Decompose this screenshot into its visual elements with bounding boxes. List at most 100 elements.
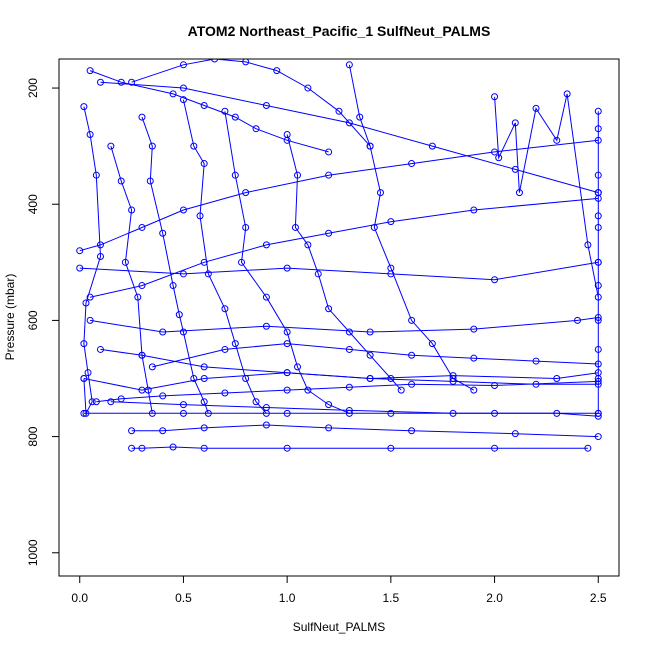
y-tick-label: 1000 — [26, 539, 40, 566]
data-point — [179, 84, 187, 92]
data-point — [408, 380, 416, 388]
data-point — [594, 107, 602, 115]
data-point — [92, 171, 100, 179]
data-point — [283, 136, 291, 144]
data-point — [594, 314, 602, 321]
data-point — [387, 374, 395, 382]
data-point — [231, 113, 239, 121]
data-point — [159, 229, 167, 237]
data-point — [397, 386, 405, 394]
data-point — [80, 409, 88, 417]
data-point — [470, 325, 478, 333]
data-point — [96, 253, 104, 261]
data-point — [262, 241, 270, 249]
data-point — [88, 398, 96, 406]
data-point — [107, 142, 115, 150]
data-point — [283, 444, 291, 452]
series-line-0 — [83, 106, 102, 416]
data-point — [345, 328, 353, 336]
data-point — [148, 142, 156, 150]
data-point — [262, 421, 270, 429]
series-line-13 — [96, 380, 599, 403]
series-line-16 — [131, 446, 588, 449]
data-point — [553, 409, 561, 417]
data-point — [594, 433, 602, 441]
data-point — [304, 241, 312, 249]
data-point — [262, 293, 270, 301]
data-point — [408, 316, 416, 324]
data-point — [594, 345, 602, 353]
data-point — [242, 223, 250, 231]
data-point — [159, 392, 167, 400]
data-point — [511, 119, 519, 127]
data-point — [204, 270, 212, 278]
data-point — [515, 189, 523, 197]
data-point — [262, 101, 270, 109]
data-point — [242, 189, 250, 197]
data-point — [491, 148, 499, 156]
data-point — [231, 340, 239, 348]
data-point — [200, 424, 208, 432]
data-point — [387, 270, 395, 278]
data-point — [553, 374, 561, 382]
series-line-7 — [494, 93, 599, 298]
data-point — [138, 282, 146, 290]
series-line-21 — [152, 343, 599, 368]
data-point — [584, 444, 592, 452]
data-point — [138, 444, 146, 452]
data-point — [563, 90, 571, 98]
data-point — [283, 409, 291, 417]
data-point — [408, 427, 416, 435]
data-point — [159, 328, 167, 336]
data-point — [128, 427, 136, 435]
series-group — [76, 59, 602, 452]
data-point — [491, 93, 499, 101]
data-point — [76, 264, 84, 272]
data-point — [159, 427, 167, 435]
data-point — [325, 171, 333, 179]
data-series-layer — [76, 59, 602, 452]
data-point — [325, 401, 333, 409]
data-point — [138, 223, 146, 231]
data-point — [283, 264, 291, 272]
series-line-11 — [90, 317, 599, 333]
data-point — [594, 212, 602, 220]
data-point — [345, 383, 353, 391]
data-point — [325, 424, 333, 432]
data-point — [291, 223, 299, 231]
data-point — [134, 293, 142, 301]
data-point — [314, 270, 322, 278]
data-point — [294, 171, 302, 179]
data-point — [211, 59, 219, 63]
data-point — [252, 125, 260, 133]
data-point — [594, 360, 602, 368]
x-tick-label: 0.0 — [71, 591, 88, 605]
series-line-20 — [110, 401, 599, 417]
data-point — [107, 398, 115, 406]
data-point — [345, 406, 353, 414]
data-point — [138, 386, 146, 394]
data-point — [470, 354, 478, 362]
data-point — [96, 345, 104, 353]
data-point — [175, 311, 183, 319]
data-point — [221, 305, 229, 313]
data-point — [594, 171, 602, 179]
data-point — [387, 218, 395, 226]
data-point — [387, 409, 395, 417]
data-point — [146, 177, 154, 185]
data-point — [96, 78, 104, 86]
data-point — [283, 328, 291, 336]
y-tick-label: 600 — [26, 310, 40, 330]
data-point — [511, 430, 519, 438]
data-point — [366, 328, 374, 336]
data-point — [428, 340, 436, 348]
x-tick-label: 2.5 — [590, 591, 607, 605]
data-point — [304, 386, 312, 394]
data-point — [428, 142, 436, 150]
data-point — [82, 299, 90, 307]
data-point — [80, 374, 88, 382]
series-line-1 — [110, 145, 153, 414]
data-point — [294, 363, 302, 371]
data-point — [273, 67, 281, 75]
